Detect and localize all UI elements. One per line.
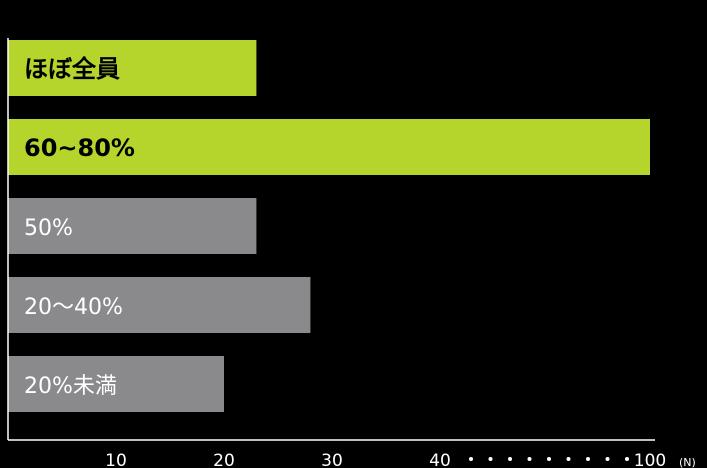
bars-layer: ほぼ全員 60~80% 50% 20〜40% 20%未満 [8, 40, 650, 412]
axis-break-dot [488, 457, 493, 461]
x-tick-label-20: 20 [213, 451, 235, 468]
x-unit-label: (N) [679, 456, 696, 468]
x-tick-label-10: 10 [105, 451, 127, 468]
bar-label-2: 50% [24, 216, 73, 241]
axis-break-dot [527, 457, 532, 461]
axis-break-dot [469, 457, 473, 461]
bar-label-4: 20%未満 [24, 374, 117, 399]
bar-label-1: 60~80% [24, 134, 135, 162]
bar-label-3: 20〜40% [24, 295, 123, 320]
axis-break-dot [625, 457, 629, 461]
x-tick-label-100: 100 [634, 451, 666, 468]
bar-1 [8, 119, 650, 175]
axis-break-dot [508, 457, 512, 461]
axis-break-dot [586, 457, 590, 461]
axis-break-dot [547, 457, 551, 461]
axis-break-dot [566, 457, 571, 461]
x-tick-labels: 10 20 30 40 100 [105, 451, 666, 468]
axis-break-dot [605, 457, 610, 461]
bar-3 [8, 277, 311, 333]
bar-4 [8, 356, 224, 412]
x-tick-label-30: 30 [321, 451, 343, 468]
bar-label-0: ほぼ全員 [24, 55, 120, 83]
axis-break-dots [469, 457, 629, 461]
bar-0 [8, 40, 257, 96]
x-tick-label-40: 40 [429, 451, 451, 468]
bar-2 [8, 198, 257, 254]
